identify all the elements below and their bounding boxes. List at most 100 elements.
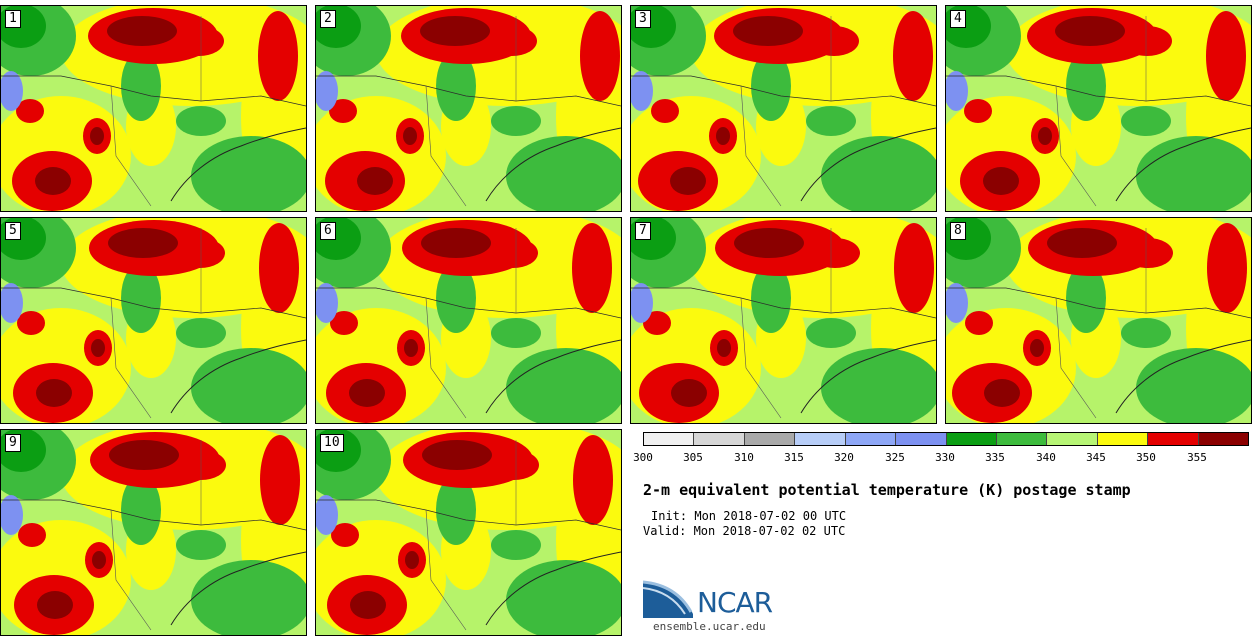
boundary-line: [1, 499, 306, 531]
field-region: [580, 11, 620, 101]
field-region: [572, 223, 612, 313]
field-region: [809, 26, 859, 56]
member-label: 1: [5, 10, 21, 28]
colorbar-segment: [1148, 433, 1199, 445]
boundary-line: [740, 297, 782, 419]
member-panel: 10: [315, 429, 622, 636]
field-region: [175, 238, 225, 268]
colorbar-tick: 305: [683, 451, 703, 464]
field-region: [1, 71, 23, 111]
field-region: [983, 167, 1019, 195]
boundary-line: [316, 287, 621, 319]
boundary-line: [946, 287, 1251, 319]
ncar-wordmark: NCAR: [697, 586, 773, 619]
boundary-line: [110, 509, 152, 631]
field-region: [316, 495, 338, 535]
site-url[interactable]: ensemble.ucar.edu: [653, 620, 766, 633]
boundary-line: [800, 127, 936, 202]
member-panel: 1: [0, 5, 307, 212]
field-region: [422, 440, 492, 470]
field-region: [810, 238, 860, 268]
field-region: [491, 530, 541, 560]
field-region: [107, 16, 177, 46]
field-region: [436, 475, 476, 545]
field-region: [489, 450, 539, 480]
field-region: [751, 263, 791, 333]
field-region: [316, 283, 338, 323]
field-region: [946, 283, 968, 323]
field-region: [403, 127, 417, 145]
field-region: [488, 238, 538, 268]
colorbar-segment: [1097, 433, 1149, 445]
field-region: [420, 16, 490, 46]
field-region: [1066, 51, 1106, 121]
field-region: [716, 127, 730, 145]
field-region: [806, 106, 856, 136]
field-region: [573, 435, 613, 525]
member-label: 9: [5, 434, 21, 452]
field-region: [109, 440, 179, 470]
member-panel: 3: [630, 5, 937, 212]
field-region: [174, 26, 224, 56]
field-region: [349, 379, 385, 407]
field-region: [259, 223, 299, 313]
boundary-line: [110, 85, 152, 207]
field-region: [487, 26, 537, 56]
field-region: [733, 16, 803, 46]
field-region: [357, 167, 393, 195]
boundary-line: [170, 339, 306, 414]
plot-title: 2-m equivalent potential temperature (K)…: [643, 481, 1131, 499]
field-region: [893, 11, 933, 101]
boundary-line: [425, 297, 467, 419]
field-region: [643, 311, 671, 335]
colorbar-tick: 315: [784, 451, 804, 464]
member-label: 7: [635, 222, 651, 240]
boundary-line: [485, 339, 621, 414]
boundary-line: [316, 75, 621, 107]
member-panel: 4: [945, 5, 1252, 212]
field-region: [965, 311, 993, 335]
boundary-line: [740, 85, 782, 207]
field-region: [121, 263, 161, 333]
boundary-line: [1115, 127, 1251, 202]
field-region: [631, 71, 653, 111]
boundary-line: [800, 339, 936, 414]
field-region: [405, 551, 419, 569]
field-region: [1038, 127, 1052, 145]
member-panel: 7: [630, 217, 937, 424]
field-region: [350, 591, 386, 619]
field-region: [35, 167, 71, 195]
field-region: [436, 51, 476, 121]
field-region: [260, 435, 300, 525]
field-region: [1, 283, 23, 323]
colorbar: [643, 432, 1249, 446]
field-region: [121, 475, 161, 545]
field-region: [1122, 26, 1172, 56]
boundary-line: [631, 287, 936, 319]
colorbar-tick: 335: [985, 451, 1005, 464]
boundary-line: [1, 75, 306, 107]
field-region: [751, 51, 791, 121]
boundary-line: [1115, 339, 1251, 414]
boundary-line: [425, 85, 467, 207]
member-label: 5: [5, 222, 21, 240]
field-region: [316, 71, 338, 111]
field-region: [631, 283, 653, 323]
boundary-line: [946, 75, 1251, 107]
field-region: [1030, 339, 1044, 357]
field-region: [1207, 223, 1247, 313]
field-region: [92, 551, 106, 569]
boundary-line: [110, 297, 152, 419]
field-region: [894, 223, 934, 313]
colorbar-tick: 325: [885, 451, 905, 464]
member-label: 2: [320, 10, 336, 28]
field-region: [331, 523, 359, 547]
field-region: [90, 127, 104, 145]
field-region: [329, 99, 357, 123]
field-region: [651, 99, 679, 123]
member-label: 10: [320, 434, 344, 452]
member-label: 6: [320, 222, 336, 240]
member-panel: 8: [945, 217, 1252, 424]
field-region: [17, 311, 45, 335]
field-region: [1047, 228, 1117, 258]
